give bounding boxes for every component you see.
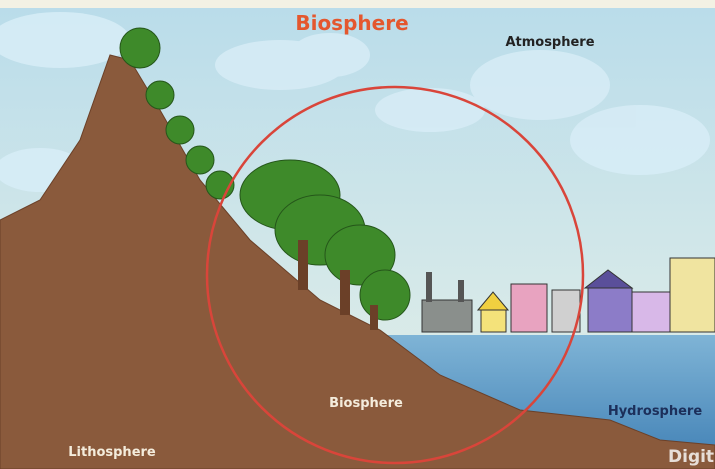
diagram: Biosphere Atmosphere Biosphere Hydrosphe… — [0, 0, 715, 469]
watermark: Digit — [668, 447, 714, 467]
hydrosphere-label: Hydrosphere — [608, 404, 703, 419]
biosphere-label: Biosphere — [329, 396, 403, 411]
atmosphere-label: Atmosphere — [505, 35, 594, 50]
lithosphere-label: Lithosphere — [68, 445, 156, 460]
title: Biosphere — [295, 11, 408, 35]
